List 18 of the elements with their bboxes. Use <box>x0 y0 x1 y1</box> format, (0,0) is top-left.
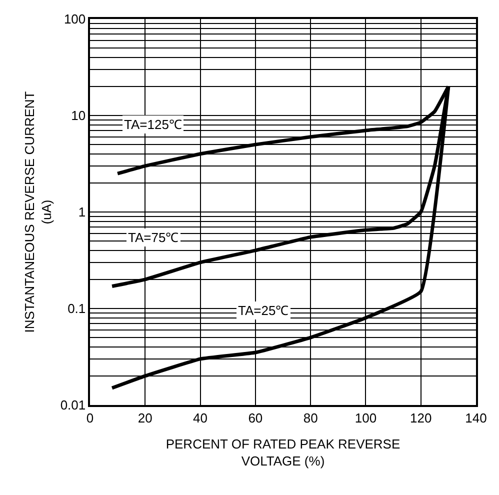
x-tick-label: 140 <box>465 410 487 426</box>
y-tick-label: 100 <box>64 12 86 27</box>
y-tick-label: 0.01 <box>60 398 86 413</box>
y-tick-label: 10 <box>71 108 86 124</box>
y-tick-label: 0.1 <box>68 301 86 316</box>
x-tick-label: 120 <box>410 410 432 426</box>
x-tick-label: 20 <box>138 410 152 426</box>
x-tick-label: 40 <box>193 410 208 426</box>
series-label: TA=125℃ <box>124 117 182 132</box>
x-tick-label: 100 <box>354 410 377 426</box>
y-axis-title: INSTANTANEOUS REVERSE CURRENT (uA) <box>22 91 54 333</box>
x-tick-label: 60 <box>248 410 263 426</box>
series-label: TA=75℃ <box>128 230 179 245</box>
y-tick-label: 1 <box>78 204 86 220</box>
x-axis-title: PERCENT OF RATED PEAK REVERSE VOLTAGE (%) <box>166 436 400 468</box>
x-tick-label: 0 <box>86 410 94 426</box>
series-label: TA=25℃ <box>238 303 289 318</box>
x-tick-label: 80 <box>303 410 318 426</box>
